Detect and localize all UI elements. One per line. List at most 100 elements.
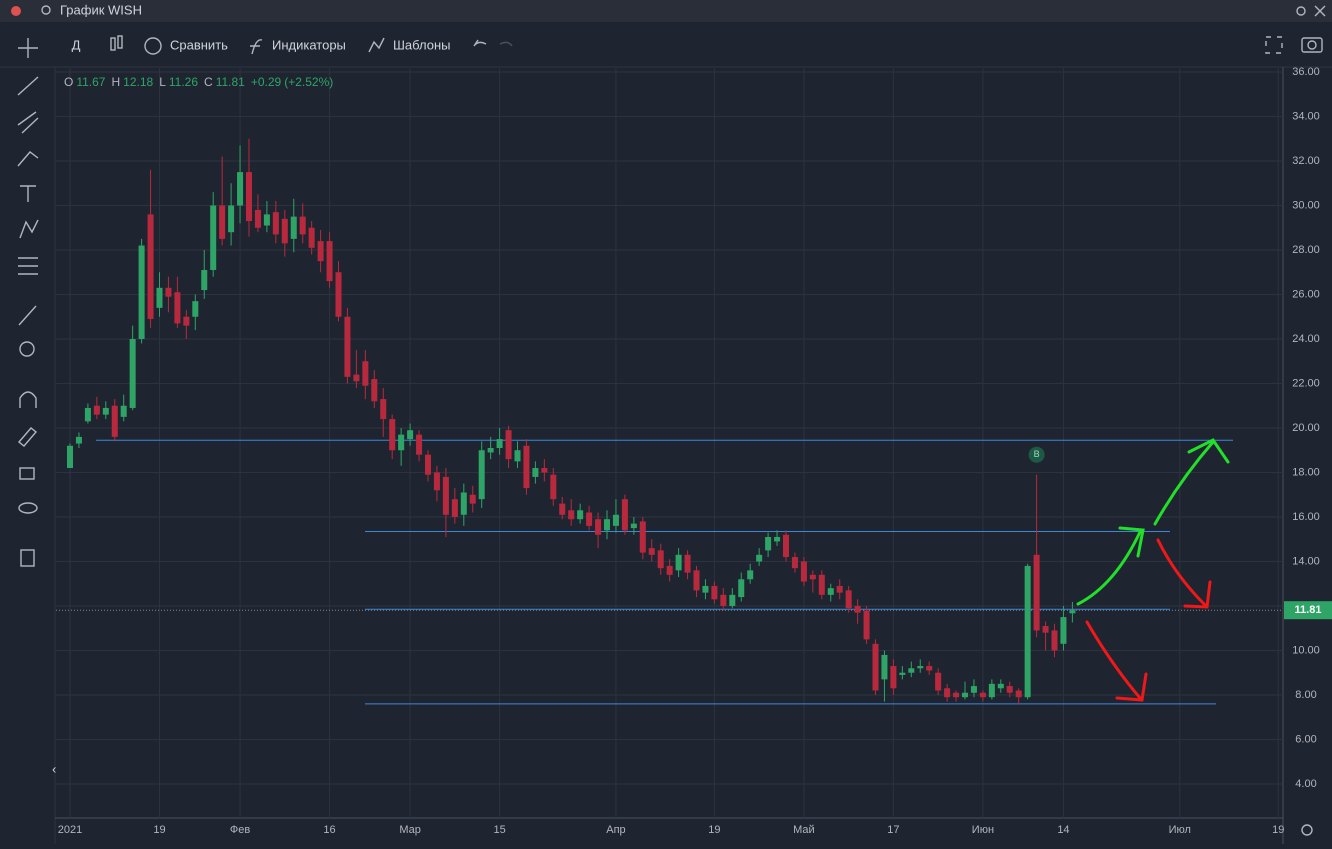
candle-body [648,548,655,555]
x-tick-label: 2021 [58,824,82,836]
y-tick-label: 30.00 [1292,199,1320,211]
candle-body [935,672,942,691]
visibility-tool[interactable] [18,502,38,514]
candle-body [1069,610,1076,614]
candle-body [380,399,387,420]
compare-button[interactable]: Сравнить [170,37,228,52]
legend-label: L [159,75,166,89]
candle-body [219,205,226,239]
candle-type-icon[interactable] [117,35,123,49]
signal-marker [1028,446,1045,463]
candle-body [550,474,557,500]
candle-body [129,338,136,408]
axis-settings-icon[interactable] [1301,824,1313,836]
candle-body [496,439,503,449]
candle-type-icon[interactable] [110,37,116,51]
up-arrow [1153,440,1215,526]
legend-label: O [64,75,74,89]
candle-body [371,379,378,402]
interval-button[interactable]: Д [72,37,81,52]
candle-body [970,686,977,693]
channel-tool[interactable] [17,111,39,134]
candle-body [800,561,807,582]
indicators-button[interactable]: Индикаторы [272,37,346,52]
screenshot-icon[interactable] [1301,37,1323,53]
candle-body [621,499,628,531]
settings-icon[interactable] [1296,6,1306,16]
candle-body [246,172,252,222]
compare-icon[interactable] [144,37,162,55]
candle-body [604,519,610,531]
candle-body [747,570,754,580]
candle-body [326,241,333,282]
candle-body [639,521,646,553]
candle-body [872,643,879,691]
line-tool[interactable] [17,76,39,96]
candle-body [675,554,682,571]
candle-body [657,550,664,569]
redo-icon[interactable] [499,41,513,47]
signal-label: B [1034,449,1040,459]
magnet-tool[interactable] [19,391,37,408]
candle-body [487,448,494,453]
x-tick-label: Май [793,824,815,836]
lock-tool[interactable] [19,467,35,480]
candle-body [541,468,548,473]
text-tool[interactable] [20,185,36,202]
close-icon[interactable] [1314,5,1326,17]
candle-body [93,405,100,415]
candle-body [514,450,521,462]
fib-tool[interactable] [18,257,38,275]
candle-body [156,287,163,308]
x-tick-label: 19 [1272,824,1284,836]
screenshot-icon[interactable] [1307,40,1317,50]
close-button[interactable] [11,6,21,16]
candle-body [863,610,870,640]
candle-body [237,172,244,206]
down-arrow [1085,620,1142,700]
pattern-tool[interactable] [19,219,39,239]
candle-body [416,434,423,455]
measure-tool[interactable] [18,305,37,326]
last-price-label: 11.81 [1295,604,1322,616]
candle-body [783,534,789,558]
y-tick-label: 10.00 [1292,644,1320,656]
indicators-icon[interactable] [250,39,263,55]
crosshair-tool[interactable] [18,38,38,58]
candle-body [344,316,351,377]
candle-body [693,570,700,591]
trash-tool[interactable] [20,549,35,567]
candle-body [881,654,888,680]
legend-change: +0.29 [250,75,282,89]
legend-value: 11.26 [168,75,199,89]
candle-body [997,683,1004,689]
levels [56,439,1283,705]
collapse-toggle[interactable]: ‹ [52,761,56,776]
templates-button[interactable]: Шаблоны [393,37,451,52]
brush-tool[interactable] [17,151,39,167]
candle-body [174,292,181,324]
lock-drawing-tool[interactable] [17,427,38,447]
undo-icon[interactable] [473,39,487,47]
candle-body [836,585,843,593]
templates-icon[interactable] [368,37,385,53]
candle-body [962,692,968,698]
fullscreen-icon[interactable] [1265,36,1283,54]
candle-body [201,270,208,291]
candle-body [827,588,834,595]
candle-body [102,407,109,415]
zoom-tool[interactable] [19,341,35,357]
candle-body [442,476,449,515]
candle-body [702,585,709,593]
y-tick-label: 24.00 [1292,333,1320,345]
candle-body [460,492,467,515]
candle-body [290,216,297,239]
candle-body [192,301,199,317]
candle-body [67,445,73,469]
candle-body [165,287,172,297]
candle-body [818,574,825,595]
candle-body [272,212,279,235]
candle-body [738,579,745,598]
candle-body [791,557,798,569]
y-tick-label: 36.00 [1292,66,1320,78]
